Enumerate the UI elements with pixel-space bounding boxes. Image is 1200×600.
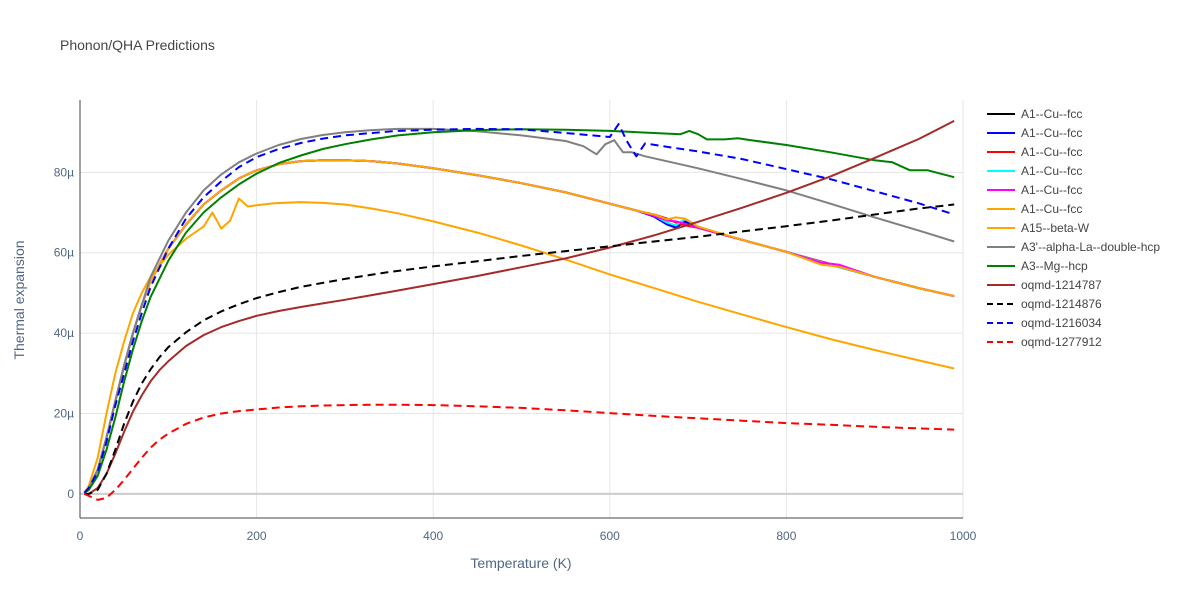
- series-line-0: [83, 159, 955, 494]
- series-line-5: [83, 159, 955, 494]
- y-tick-label: 80µ: [54, 165, 74, 179]
- plot-area: [83, 120, 955, 501]
- series-line-10: [84, 203, 955, 495]
- legend-item-label[interactable]: A1--Cu--fcc: [1021, 164, 1082, 178]
- legend-item-label[interactable]: A1--Cu--fcc: [1021, 183, 1082, 197]
- series-line-2: [83, 159, 955, 494]
- series-line-6: [83, 197, 955, 494]
- legend-item-label[interactable]: oqmd-1214787: [1021, 278, 1102, 292]
- legend: A1--Cu--fcc A1--Cu--fcc A1--Cu--fcc A1--Cu-…: [987, 107, 1160, 349]
- y-tick-label: 40µ: [54, 326, 74, 340]
- legend-item-label[interactable]: A1--Cu--fcc: [1021, 107, 1082, 121]
- y-tick-label: 60µ: [54, 246, 74, 260]
- legend-item-label[interactable]: A3'--alpha-La--double-hcp: [1021, 240, 1160, 254]
- y-axis-title: Thermal expansion: [11, 240, 27, 359]
- x-axis-title: Temperature (K): [470, 555, 571, 571]
- chart-title: Phonon/QHA Predictions: [60, 37, 215, 53]
- x-tick-label: 800: [776, 529, 796, 543]
- series-line-7: [83, 127, 955, 494]
- legend-item-label[interactable]: A1--Cu--fcc: [1021, 145, 1082, 159]
- x-tick-label: 200: [247, 529, 267, 543]
- y-tick-label: 20µ: [54, 407, 74, 421]
- legend-item-label[interactable]: A3--Mg--hcp: [1021, 259, 1088, 273]
- series-line-1: [83, 159, 955, 494]
- legend-item-label[interactable]: oqmd-1216034: [1021, 316, 1102, 330]
- legend-item-label[interactable]: oqmd-1214876: [1021, 297, 1102, 311]
- x-tick-label: 600: [600, 529, 620, 543]
- x-tick-label: 1000: [950, 529, 977, 543]
- x-tick-label: 400: [423, 529, 443, 543]
- legend-item-label[interactable]: A15--beta-W: [1021, 221, 1090, 235]
- legend-item-label[interactable]: A1--Cu--fcc: [1021, 202, 1082, 216]
- x-tick-label: 0: [77, 529, 84, 543]
- series-line-4: [83, 159, 955, 494]
- grid: [80, 100, 964, 518]
- series-line-12: [83, 403, 955, 501]
- series-line-8: [83, 128, 955, 494]
- axes: 0 200 400 600 800 1000 0 20µ 40µ 60µ 80µ: [54, 100, 977, 543]
- legend-item-label[interactable]: oqmd-1277912: [1021, 335, 1102, 349]
- y-tick-label: 0: [67, 487, 74, 501]
- series-line-3: [83, 159, 955, 494]
- series-line-9: [84, 120, 955, 495]
- legend-item-label[interactable]: A1--Cu--fcc: [1021, 126, 1082, 140]
- series-line-11: [83, 123, 955, 494]
